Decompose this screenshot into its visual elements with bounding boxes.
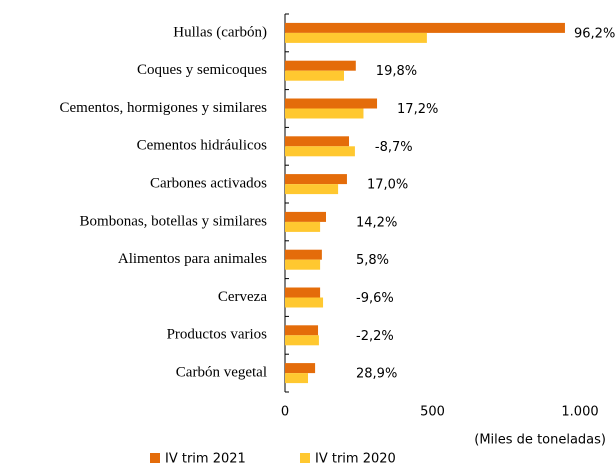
bar — [285, 221, 321, 232]
category-label: Cementos hidráulicos — [137, 138, 268, 154]
bar — [285, 259, 321, 270]
category-label: Cementos, hormigones y similares — [60, 100, 268, 116]
bar — [285, 373, 309, 384]
category-label: Alimentos para animales — [118, 251, 267, 267]
legend-swatch — [300, 453, 310, 463]
axis-unit-label: (Miles de toneladas) — [474, 433, 606, 448]
growth-label: 17,2% — [397, 102, 438, 117]
bar — [285, 287, 321, 298]
x-tick-label: 1.000 — [561, 405, 598, 420]
bar — [285, 70, 344, 81]
bar — [285, 136, 350, 147]
category-label: Cerveza — [218, 289, 267, 305]
bar — [285, 184, 339, 195]
bar — [285, 297, 324, 308]
growth-label: 28,9% — [356, 367, 397, 382]
category-label: Carbón vegetal — [176, 365, 267, 381]
bar — [285, 22, 565, 33]
bar — [285, 335, 319, 346]
growth-label: 14,2% — [356, 215, 397, 230]
x-tick-label: 0 — [281, 405, 289, 420]
bar — [285, 60, 356, 71]
legend-swatch — [150, 453, 160, 463]
x-tick-label: 500 — [420, 405, 445, 420]
bar — [285, 146, 355, 157]
category-label: Bombonas, botellas y similares — [80, 213, 268, 229]
legend-label: IV trim 2021 — [165, 452, 246, 466]
growth-label: -9,6% — [356, 291, 394, 306]
growth-label: 5,8% — [356, 253, 389, 268]
bar — [285, 325, 319, 336]
bar — [285, 363, 316, 374]
growth-label: -2,2% — [356, 329, 394, 344]
growth-label: 96,2% — [574, 26, 615, 41]
bar — [285, 211, 327, 222]
category-label: Hullas (carbón) — [173, 24, 267, 40]
bar — [285, 108, 364, 119]
growth-label: 17,0% — [367, 178, 408, 193]
bar — [285, 174, 347, 185]
category-label: Productos varios — [167, 327, 268, 343]
bar — [285, 32, 427, 43]
bar — [285, 249, 322, 260]
growth-label: -8,7% — [375, 140, 413, 155]
category-label: Carbones activados — [150, 176, 267, 192]
legend-label: IV trim 2020 — [315, 452, 396, 466]
growth-label: 19,8% — [376, 64, 417, 79]
category-label: Coques y semicoques — [137, 62, 267, 78]
bar — [285, 98, 378, 109]
